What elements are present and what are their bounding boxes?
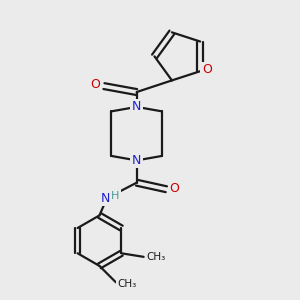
Text: O: O [202,63,211,76]
Text: CH₃: CH₃ [117,279,136,289]
Text: H: H [111,191,119,201]
Text: O: O [170,182,180,195]
Text: N: N [101,192,110,205]
Text: O: O [91,78,100,91]
Text: N: N [132,154,141,167]
Text: N: N [132,100,141,113]
Text: CH₃: CH₃ [146,252,165,262]
